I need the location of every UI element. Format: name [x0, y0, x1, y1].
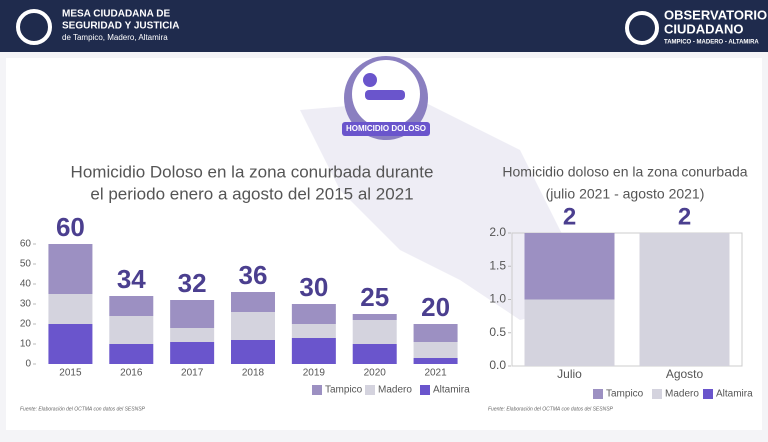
bar-segment	[231, 312, 275, 340]
y-tick-label: 30	[20, 299, 32, 310]
y-tick-label: 0.0	[489, 358, 506, 372]
x-tick-label: Julio	[557, 367, 582, 381]
bar-segment	[413, 342, 458, 358]
bar-segment	[413, 358, 458, 364]
total-label: 30	[299, 272, 328, 302]
total-label: 2	[563, 203, 576, 230]
total-label: 34	[117, 264, 146, 294]
left-logo	[16, 9, 52, 45]
chart-title: Homicidio doloso en la zona conurbada	[502, 164, 747, 180]
bar-segment	[109, 344, 154, 364]
bar-segment	[291, 324, 336, 338]
icon-label: HOMICIDIO DOLOSO	[346, 124, 426, 133]
bar-segment	[48, 294, 93, 324]
plot-frame	[511, 232, 743, 367]
total-label: 60	[56, 212, 85, 242]
x-tick-label: 2017	[181, 368, 204, 379]
bar-segment	[352, 320, 397, 344]
chart-title: (julio 2021 - agosto 2021)	[546, 186, 705, 202]
y-tick-label: 2.0	[489, 225, 506, 239]
bar-segment	[48, 324, 93, 364]
total-label: 36	[239, 260, 268, 290]
legend-label: Madero	[665, 389, 699, 400]
icon-figure	[365, 90, 405, 100]
header-right-title: OBSERVATORIO	[664, 7, 767, 22]
x-tick-label: Agosto	[666, 367, 704, 381]
header-left-subtitle: de Tampico, Madero, Altamira	[62, 33, 168, 42]
header-left-title: MESA CIUDADANA DE	[62, 9, 170, 20]
chart-title: Homicidio Doloso en la zona conurbada du…	[71, 162, 434, 181]
source-note: Fuente: Elaboración del OCTMA con datos …	[20, 406, 146, 412]
legend-label: Tampico	[325, 385, 363, 396]
x-tick-label: 2019	[303, 368, 326, 379]
y-tick-label: 0	[25, 359, 31, 370]
bar-segment	[231, 340, 275, 364]
source-note: Fuente: Elaboración del OCTMA con datos …	[488, 406, 614, 412]
legend-label: Madero	[378, 385, 412, 396]
x-tick-label: 2018	[242, 368, 265, 379]
legend-swatch	[593, 389, 603, 399]
bar-segment	[109, 316, 154, 344]
legend-label: Altamira	[433, 385, 470, 396]
chart-title: el periodo enero a agosto del 2015 al 20…	[90, 184, 413, 203]
bar-segment	[291, 338, 336, 364]
icon-label-bg	[342, 122, 430, 136]
bar-segment	[170, 300, 215, 328]
y-tick-label: 1.5	[489, 258, 506, 272]
bar-segment	[48, 244, 93, 294]
header-left-title: SEGURIDAD Y JUSTICIA	[62, 21, 179, 32]
legend-swatch	[312, 385, 322, 395]
legend-swatch	[365, 385, 375, 395]
bar-segment	[524, 233, 615, 300]
icon-figure	[363, 73, 377, 87]
legend-swatch	[420, 385, 430, 395]
bar-segment	[170, 328, 215, 342]
bar-segment	[109, 296, 154, 316]
y-tick-label: 10	[20, 339, 32, 350]
bar-segment	[170, 342, 215, 364]
x-tick-label: 2016	[120, 368, 143, 379]
y-tick-label: 60	[20, 239, 32, 250]
y-tick-label: 20	[20, 319, 32, 330]
bar-segment	[352, 344, 397, 364]
legend-swatch	[652, 389, 662, 399]
bar-segment	[231, 292, 275, 312]
total-label: 2	[678, 203, 691, 230]
legend-label: Altamira	[716, 389, 753, 400]
y-tick-label: 50	[20, 259, 32, 270]
x-tick-label: 2015	[59, 368, 82, 379]
y-tick-label: 40	[20, 279, 32, 290]
legend-label: Tampico	[606, 389, 644, 400]
right-logo	[625, 11, 659, 45]
total-label: 25	[360, 282, 389, 312]
bar-segment	[639, 233, 730, 366]
bar-segment	[413, 324, 458, 342]
legend-swatch	[703, 389, 713, 399]
total-label: 32	[178, 268, 207, 298]
y-tick-label: 0.5	[489, 325, 506, 339]
y-tick-label: 1.0	[489, 292, 506, 306]
total-label: 20	[421, 292, 450, 322]
bar-segment	[524, 299, 615, 366]
header-right-subtitle: TAMPICO - MADERO - ALTAMIRA	[664, 40, 759, 46]
header-right-title: CIUDADANO	[664, 21, 743, 36]
x-tick-label: 2020	[364, 368, 387, 379]
x-tick-label: 2021	[424, 368, 447, 379]
bar-segment	[291, 304, 336, 324]
bar-segment	[352, 314, 397, 320]
